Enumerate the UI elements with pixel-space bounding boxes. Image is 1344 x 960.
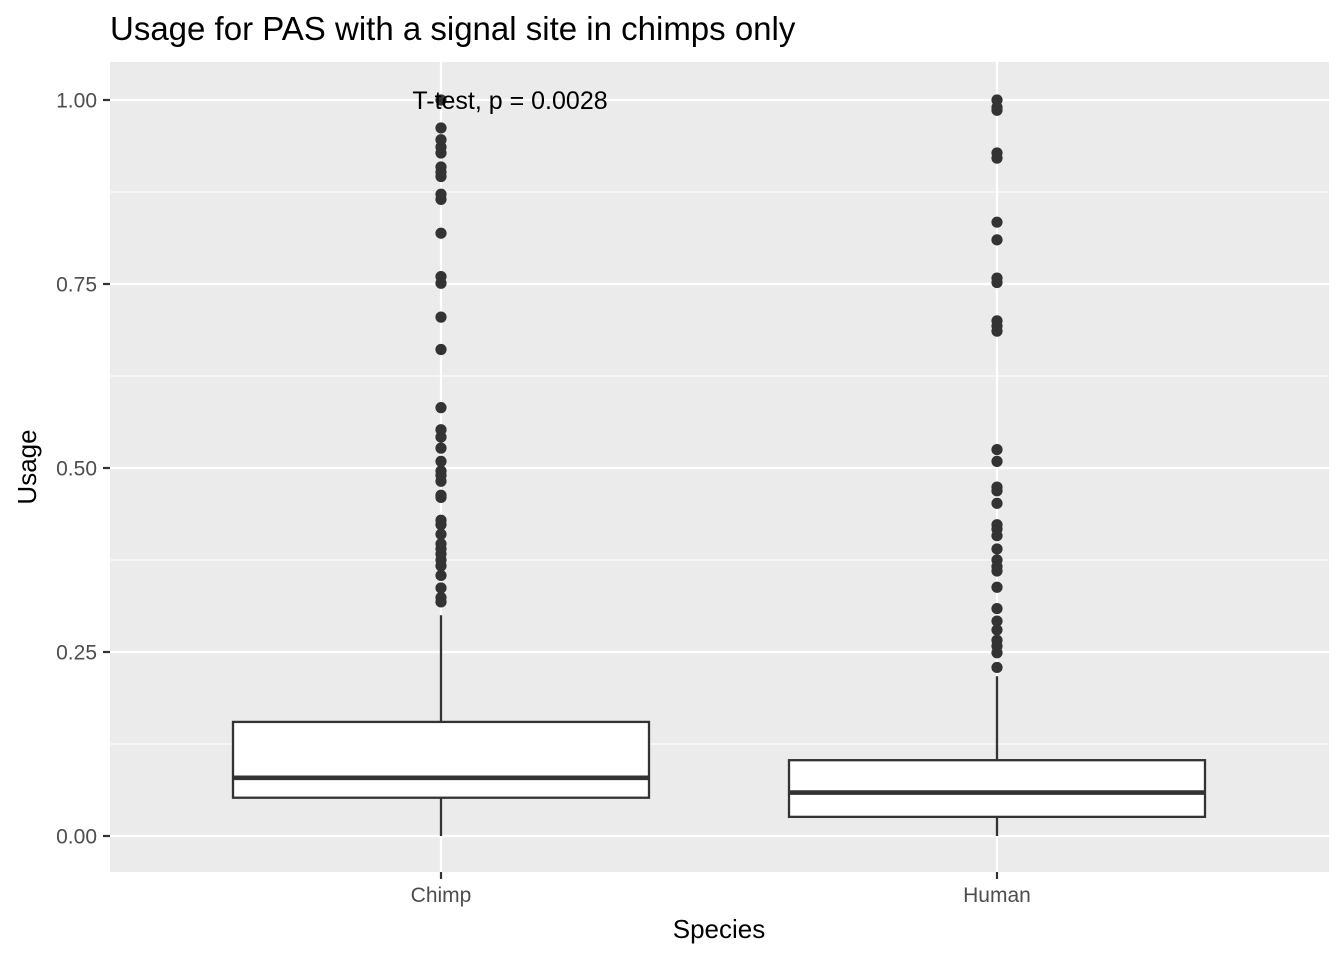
outlier-point (435, 343, 447, 356)
box-human (787, 94, 1207, 836)
outlier-point (435, 94, 447, 106)
outlier-point (991, 481, 1003, 493)
y-tick-label: 0.50 (56, 458, 97, 481)
outlier-point (435, 442, 447, 454)
outlier-point (435, 528, 447, 540)
x-tick-label-chimp: Chimp (411, 884, 472, 907)
outlier-point (435, 122, 447, 134)
outlier-point (991, 519, 1003, 531)
outlier-point (991, 602, 1003, 615)
outlier-point (991, 497, 1003, 509)
outlier-point (435, 271, 447, 283)
x-tick-label-human: Human (963, 884, 1031, 907)
chart-title: Usage for PAS with a signal site in chim… (110, 10, 796, 47)
t-test-annotation: T-test, p = 0.0028 (412, 87, 607, 115)
x-axis-title: Species (673, 914, 766, 944)
box-plots (231, 94, 1207, 836)
outlier-point (435, 402, 447, 414)
outlier-point (991, 444, 1003, 456)
outlier-point (991, 272, 1003, 284)
outlier-point (435, 311, 447, 323)
box-iqr (787, 759, 1207, 819)
outlier-point (435, 424, 447, 436)
y-tick-label: 0.25 (56, 642, 97, 665)
outlier-point (435, 538, 447, 550)
outlier-point (991, 615, 1003, 627)
outlier-point (991, 216, 1003, 228)
outlier-point (435, 591, 447, 604)
y-axis-title: Usage (12, 429, 42, 504)
x-axis: Chimp Human (411, 872, 1031, 907)
outlier-point (991, 94, 1003, 106)
outlier-point (435, 465, 447, 477)
outlier-point (435, 582, 447, 594)
outlier-point (991, 661, 1003, 674)
outlier-point (435, 455, 447, 467)
outlier-point (991, 554, 1003, 566)
y-tick-label: 0.75 (56, 274, 97, 297)
outlier-point (991, 234, 1003, 246)
outlier-point (991, 455, 1003, 467)
outlier-point (991, 581, 1003, 593)
outlier-point (435, 161, 447, 173)
box-iqr (231, 720, 651, 799)
outlier-point (991, 624, 1003, 636)
outlier-point (435, 569, 447, 582)
outlier-point (991, 147, 1003, 159)
outlier-point (435, 489, 447, 501)
outlier-point (991, 543, 1003, 555)
box-chimp (231, 94, 651, 836)
outlier-point (435, 514, 447, 526)
outlier-point (991, 634, 1003, 646)
y-tick-label: 0.00 (56, 826, 97, 849)
outlier-point (435, 134, 447, 146)
y-axis: 0.00 0.25 0.50 0.75 1.00 (56, 90, 110, 849)
outlier-point (435, 188, 447, 200)
y-tick-label: 1.00 (56, 90, 97, 113)
outlier-point (435, 227, 447, 239)
outlier-point (991, 315, 1003, 327)
